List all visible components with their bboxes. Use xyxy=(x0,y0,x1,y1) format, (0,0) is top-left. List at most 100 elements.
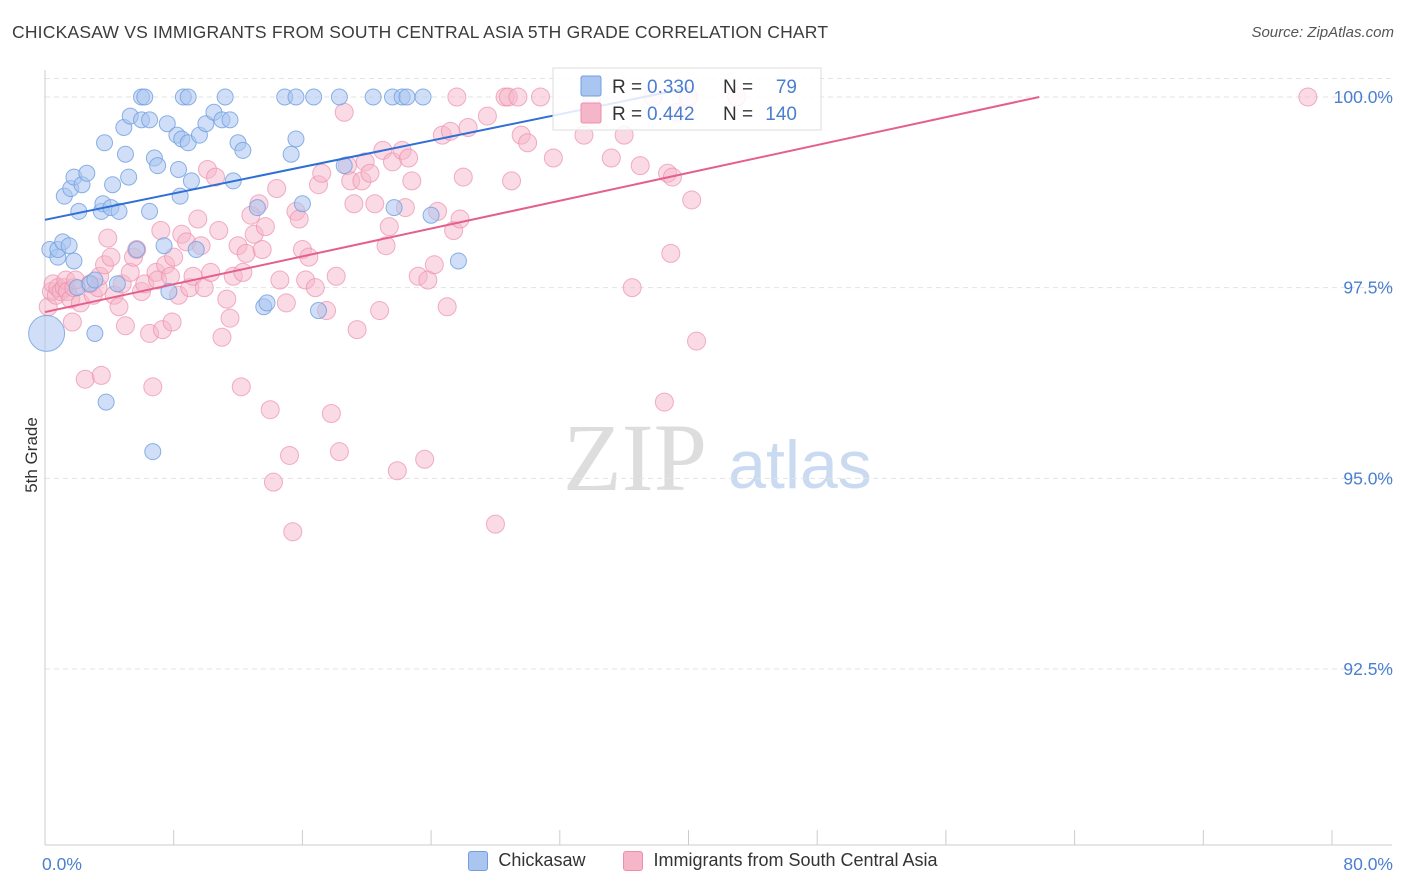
point-immigrants xyxy=(201,262,221,282)
point-chickasaw xyxy=(96,134,114,152)
point-immigrants xyxy=(518,133,538,153)
point-immigrants xyxy=(399,148,419,168)
point-immigrants xyxy=(360,163,380,183)
point-chickasaw xyxy=(182,172,200,190)
y-tick-label: 97.5% xyxy=(1343,278,1393,298)
y-axis-label: 5th Grade xyxy=(22,417,41,493)
source-label: Source: ZipAtlas.com xyxy=(1251,24,1394,41)
point-chickasaw xyxy=(116,145,134,163)
point-immigrants xyxy=(402,171,422,191)
point-chickasaw xyxy=(221,111,239,129)
y-tick-label: 92.5% xyxy=(1343,659,1393,679)
point-chickasaw xyxy=(287,130,305,148)
point-immigrants xyxy=(344,194,364,214)
point-immigrants xyxy=(312,163,332,183)
point-chickasaw xyxy=(216,88,234,106)
point-immigrants xyxy=(543,148,563,168)
stats-pink-r-value: 0.442 xyxy=(647,104,695,125)
watermark-zip: ZIP xyxy=(563,404,707,511)
point-chickasaw xyxy=(364,88,382,106)
x-tick-label-max: 80.0% xyxy=(1343,854,1393,874)
point-chickasaw xyxy=(258,294,276,312)
point-immigrants xyxy=(415,449,435,469)
point-immigrants xyxy=(143,377,163,397)
point-chickasaw xyxy=(28,314,66,352)
watermark: ZIP atlas xyxy=(563,404,872,511)
stats-blue-swatch xyxy=(580,75,602,97)
point-immigrants xyxy=(321,404,341,424)
point-chickasaw xyxy=(78,164,96,182)
legend-item-chickasaw[interactable]: Chickasaw xyxy=(468,850,585,871)
point-chickasaw xyxy=(170,160,188,178)
point-immigrants xyxy=(387,461,407,481)
point-immigrants xyxy=(654,392,674,412)
stats-pink-n-value: 140 xyxy=(765,104,797,125)
point-chickasaw xyxy=(86,271,104,289)
point-immigrants xyxy=(347,320,367,340)
legend-swatch-immigrants xyxy=(623,850,644,871)
point-chickasaw xyxy=(234,141,252,159)
point-immigrants xyxy=(162,312,182,332)
point-chickasaw xyxy=(141,202,159,220)
point-immigrants xyxy=(453,167,473,187)
point-immigrants xyxy=(601,148,621,168)
legend-label-chickasaw: Chickasaw xyxy=(498,850,586,870)
point-immigrants xyxy=(477,106,497,126)
stats-blue-r-label: R = xyxy=(612,77,642,98)
point-chickasaw xyxy=(149,157,167,175)
point-chickasaw xyxy=(97,393,115,411)
point-immigrants xyxy=(379,217,399,237)
point-immigrants xyxy=(376,236,396,256)
point-immigrants xyxy=(508,87,528,107)
point-immigrants xyxy=(530,87,550,107)
chart-title: CHICKASAW VS IMMIGRANTS FROM SOUTH CENTR… xyxy=(12,22,829,42)
point-immigrants xyxy=(437,297,457,317)
point-chickasaw xyxy=(160,282,178,300)
point-immigrants xyxy=(283,522,303,542)
point-immigrants xyxy=(233,262,253,282)
stats-pink-n-label: N = xyxy=(723,104,753,125)
tick-labels: 100.0% 97.5% 95.0% 92.5% 0.0% 80.0% xyxy=(42,87,1393,874)
point-immigrants xyxy=(276,293,296,313)
point-chickasaw xyxy=(398,88,416,106)
point-immigrants xyxy=(98,228,118,248)
point-chickasaw xyxy=(65,252,83,270)
point-chickasaw xyxy=(305,88,323,106)
point-immigrants xyxy=(334,102,354,122)
point-immigrants xyxy=(252,240,272,260)
point-immigrants xyxy=(447,87,467,107)
point-chickasaw xyxy=(120,168,138,186)
stats-box: R = 0.330 N = 79 R = 0.442 N = 140 xyxy=(552,67,822,131)
point-chickasaw xyxy=(309,302,327,320)
point-immigrants xyxy=(231,377,251,397)
point-chickasaw xyxy=(449,252,467,270)
point-chickasaw xyxy=(282,145,300,163)
point-chickasaw xyxy=(187,241,205,259)
stats-blue-r-value: 0.330 xyxy=(647,77,695,98)
point-immigrants xyxy=(160,266,180,286)
point-chickasaw xyxy=(414,88,432,106)
axes xyxy=(44,70,1392,846)
point-chickasaw xyxy=(86,324,104,342)
point-immigrants xyxy=(502,171,522,191)
legend-item-immigrants[interactable]: Immigrants from South Central Asia xyxy=(623,850,938,871)
point-immigrants xyxy=(164,247,184,267)
point-immigrants xyxy=(236,243,256,263)
point-immigrants xyxy=(687,331,707,351)
point-immigrants xyxy=(661,243,681,263)
point-chickasaw xyxy=(104,176,122,194)
point-chickasaw xyxy=(136,88,154,106)
point-immigrants xyxy=(209,220,229,240)
point-chickasaw xyxy=(128,241,146,259)
point-immigrants xyxy=(622,278,642,298)
legend-swatch-chickasaw xyxy=(468,850,489,871)
point-chickasaw xyxy=(158,115,176,133)
point-immigrants xyxy=(267,179,287,199)
point-immigrants xyxy=(101,247,121,267)
point-immigrants xyxy=(326,266,346,286)
point-immigrants xyxy=(365,194,385,214)
point-chickasaw xyxy=(60,237,78,255)
legend: Chickasaw Immigrants from South Central … xyxy=(0,850,1406,871)
point-chickasaw xyxy=(155,237,173,255)
stats-blue-n-value: 79 xyxy=(776,77,797,98)
